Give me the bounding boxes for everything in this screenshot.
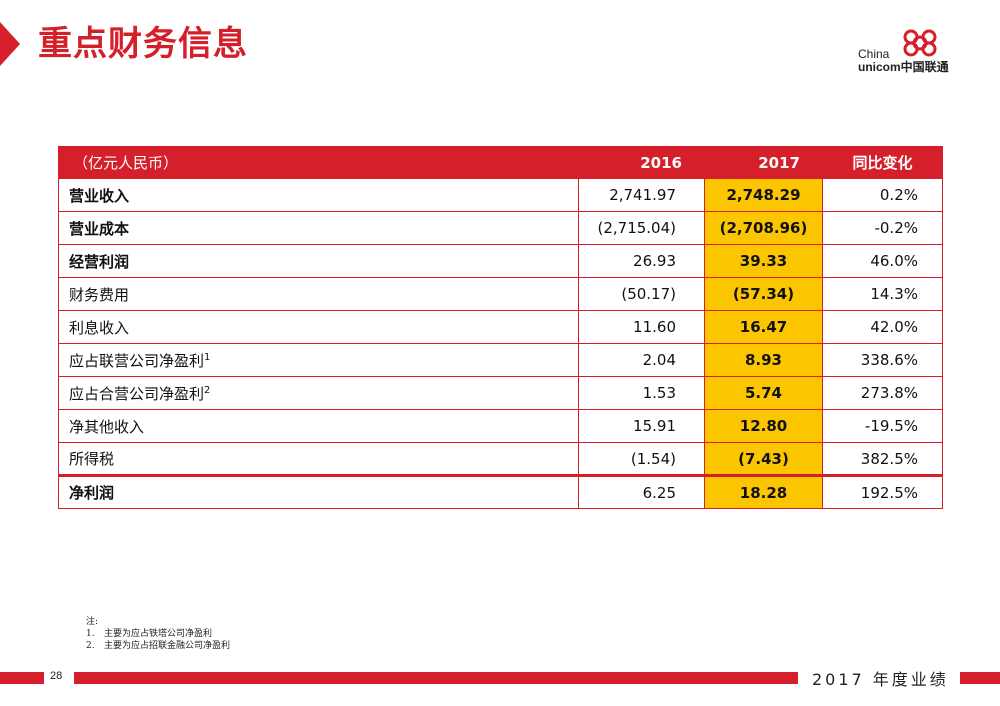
value-2016: 2.04 xyxy=(578,343,705,377)
value-change: 46.0% xyxy=(822,244,943,278)
row-label-text: 应占联营公司净盈利 xyxy=(69,351,205,370)
note-text: 主要为应占招联金融公司净盈利 xyxy=(104,641,231,651)
china-unicom-knot-icon xyxy=(903,29,937,57)
row-label-text: 财务费用 xyxy=(69,285,130,304)
page-number: 28 xyxy=(50,670,63,682)
footer-bar-right xyxy=(960,672,1000,684)
value-change: 14.3% xyxy=(822,277,943,311)
value-change: -0.2% xyxy=(822,211,943,245)
note-index: 2. xyxy=(86,641,95,651)
row-label: 净利润 xyxy=(58,474,579,509)
row-label-text: 净利润 xyxy=(69,484,115,502)
value-change: 42.0% xyxy=(822,310,943,344)
value-2017: (7.43) xyxy=(704,442,823,476)
value-2016: 6.25 xyxy=(578,474,705,509)
header-2016: 2016 xyxy=(578,146,705,179)
value-2016: (50.17) xyxy=(578,277,705,311)
value-2016: (2,715.04) xyxy=(578,211,705,245)
table-header-row: （亿元人民币） 2016 2017 同比变化 xyxy=(58,146,943,179)
row-label: 应占合营公司净盈利2 xyxy=(58,376,579,410)
table-row: 利息收入 11.60 16.47 42.0% xyxy=(58,310,943,344)
row-label-text: 所得税 xyxy=(69,450,115,468)
value-2017: 8.93 xyxy=(704,343,823,377)
row-label-text: 经营利润 xyxy=(69,252,130,271)
table-row: 所得税 (1.54) (7.43) 382.5% xyxy=(58,442,943,476)
row-label-text: 应占合营公司净盈利 xyxy=(69,384,205,403)
footer-bar-middle xyxy=(74,672,798,684)
footnotes: 注: 1. 主要为应占铁塔公司净盈利 2. 主要为应占招联金融公司净盈利 xyxy=(86,616,230,652)
row-label: 利息收入 xyxy=(58,310,579,344)
row-label: 营业收入 xyxy=(58,178,579,212)
notes-heading: 注: xyxy=(86,617,99,627)
company-logo: China unicom中国联通 xyxy=(858,28,968,84)
footnote-marker: 1 xyxy=(204,351,211,363)
footer-bar-left xyxy=(0,672,44,684)
logo-line-1: China xyxy=(858,47,890,61)
logo-line-2: unicom中国联通 xyxy=(858,60,949,74)
table-row: 净其他收入 15.91 12.80 -19.5% xyxy=(58,409,943,443)
note-item: 1. 主要为应占铁塔公司净盈利 xyxy=(86,628,230,640)
logo-wordmark: China unicom中国联通 xyxy=(858,48,949,74)
row-label: 所得税 xyxy=(58,442,579,476)
value-2017: 12.80 xyxy=(704,409,823,443)
table-row: 经营利润 26.93 39.33 46.0% xyxy=(58,244,943,278)
financial-table: （亿元人民币） 2016 2017 同比变化 营业收入 2,741.97 2,7… xyxy=(58,146,943,509)
footer-label: 2017 年度业绩 xyxy=(812,670,949,689)
table-row-total: 净利润 6.25 18.28 192.5% xyxy=(58,474,943,509)
note-text: 主要为应占铁塔公司净盈利 xyxy=(104,629,213,639)
row-label-text: 营业成本 xyxy=(69,219,130,238)
value-2016: 11.60 xyxy=(578,310,705,344)
row-label: 应占联营公司净盈利1 xyxy=(58,343,579,377)
value-change: 382.5% xyxy=(822,442,943,476)
value-2016: (1.54) xyxy=(578,442,705,476)
row-label: 营业成本 xyxy=(58,211,579,245)
value-change: 0.2% xyxy=(822,178,943,212)
page-title: 重点财务信息 xyxy=(38,24,248,64)
row-label-text: 净其他收入 xyxy=(69,417,145,436)
value-2017: (2,708.96) xyxy=(704,211,823,245)
table-row: 财务费用 (50.17) (57.34) 14.3% xyxy=(58,277,943,311)
value-2017: 2,748.29 xyxy=(704,178,823,212)
title-accent-mark xyxy=(0,22,20,66)
table-row: 营业收入 2,741.97 2,748.29 0.2% xyxy=(58,178,943,212)
value-2016: 26.93 xyxy=(578,244,705,278)
row-label: 净其他收入 xyxy=(58,409,579,443)
value-change: -19.5% xyxy=(822,409,943,443)
row-label-text: 利息收入 xyxy=(69,318,130,337)
footnote-marker: 2 xyxy=(204,384,211,396)
header-change: 同比变化 xyxy=(822,146,943,179)
header-unit: （亿元人民币） xyxy=(58,146,579,179)
value-2017: 39.33 xyxy=(704,244,823,278)
value-2017: 16.47 xyxy=(704,310,823,344)
value-2017: 18.28 xyxy=(704,474,823,509)
row-label: 经营利润 xyxy=(58,244,579,278)
header-2017: 2017 xyxy=(704,146,823,179)
table-row: 营业成本 (2,715.04) (2,708.96) -0.2% xyxy=(58,211,943,245)
value-change: 273.8% xyxy=(822,376,943,410)
table-row: 应占联营公司净盈利1 2.04 8.93 338.6% xyxy=(58,343,943,377)
value-change: 192.5% xyxy=(822,474,943,509)
value-2017: (57.34) xyxy=(704,277,823,311)
value-2016: 15.91 xyxy=(578,409,705,443)
table-row: 应占合营公司净盈利2 1.53 5.74 273.8% xyxy=(58,376,943,410)
row-label-text: 营业收入 xyxy=(69,186,130,205)
note-index: 1. xyxy=(86,629,95,639)
note-item: 2. 主要为应占招联金融公司净盈利 xyxy=(86,640,230,652)
value-2017: 5.74 xyxy=(704,376,823,410)
value-2016: 1.53 xyxy=(578,376,705,410)
row-label: 财务费用 xyxy=(58,277,579,311)
value-change: 338.6% xyxy=(822,343,943,377)
value-2016: 2,741.97 xyxy=(578,178,705,212)
